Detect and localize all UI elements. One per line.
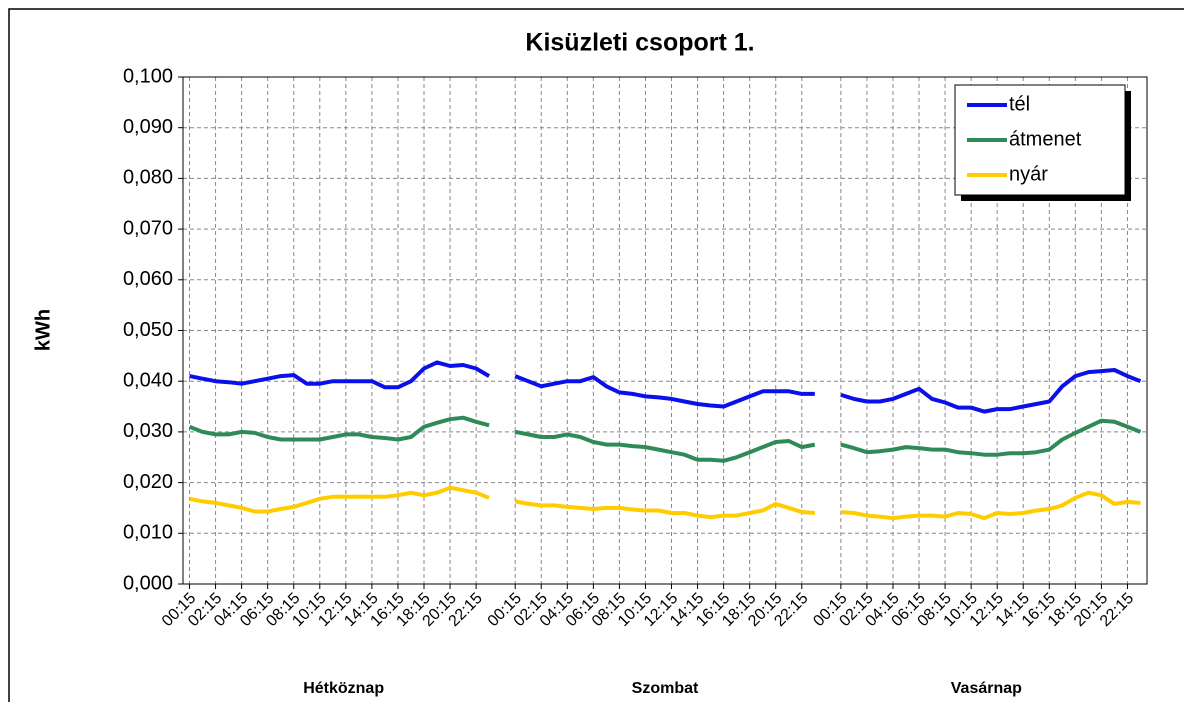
y-tick-label: 0,030 [123,420,173,442]
y-tick-label: 0,000 [123,572,173,594]
y-tick-label: 0,080 [123,167,173,189]
group-label: Vasárnap [951,680,1022,697]
y-tick-label: 0,090 [123,116,173,138]
series-line [189,485,1141,521]
y-tick-label: 0,070 [123,217,173,239]
series-line [189,360,1142,414]
plot-area [182,76,1148,585]
y-tick-label: 0,010 [123,522,173,544]
y-tick-label: 0,060 [123,268,173,290]
series-line [188,415,1142,463]
y-tick-label: 0,100 [123,65,173,87]
chart-title: Kisüzleti csoport 1. [525,29,754,57]
y-tick-label: 0,050 [123,319,173,341]
legend-label: nyár [1009,163,1048,185]
group-label: Hétköznap [303,680,384,697]
y-tick-label: 0,020 [123,471,173,493]
group-label: Szombat [632,680,699,697]
y-axis-label: kWh [32,309,54,351]
legend-label: tél [1009,93,1030,115]
legend-label: átmenet [1009,128,1082,150]
y-tick-label: 0,040 [123,369,173,391]
